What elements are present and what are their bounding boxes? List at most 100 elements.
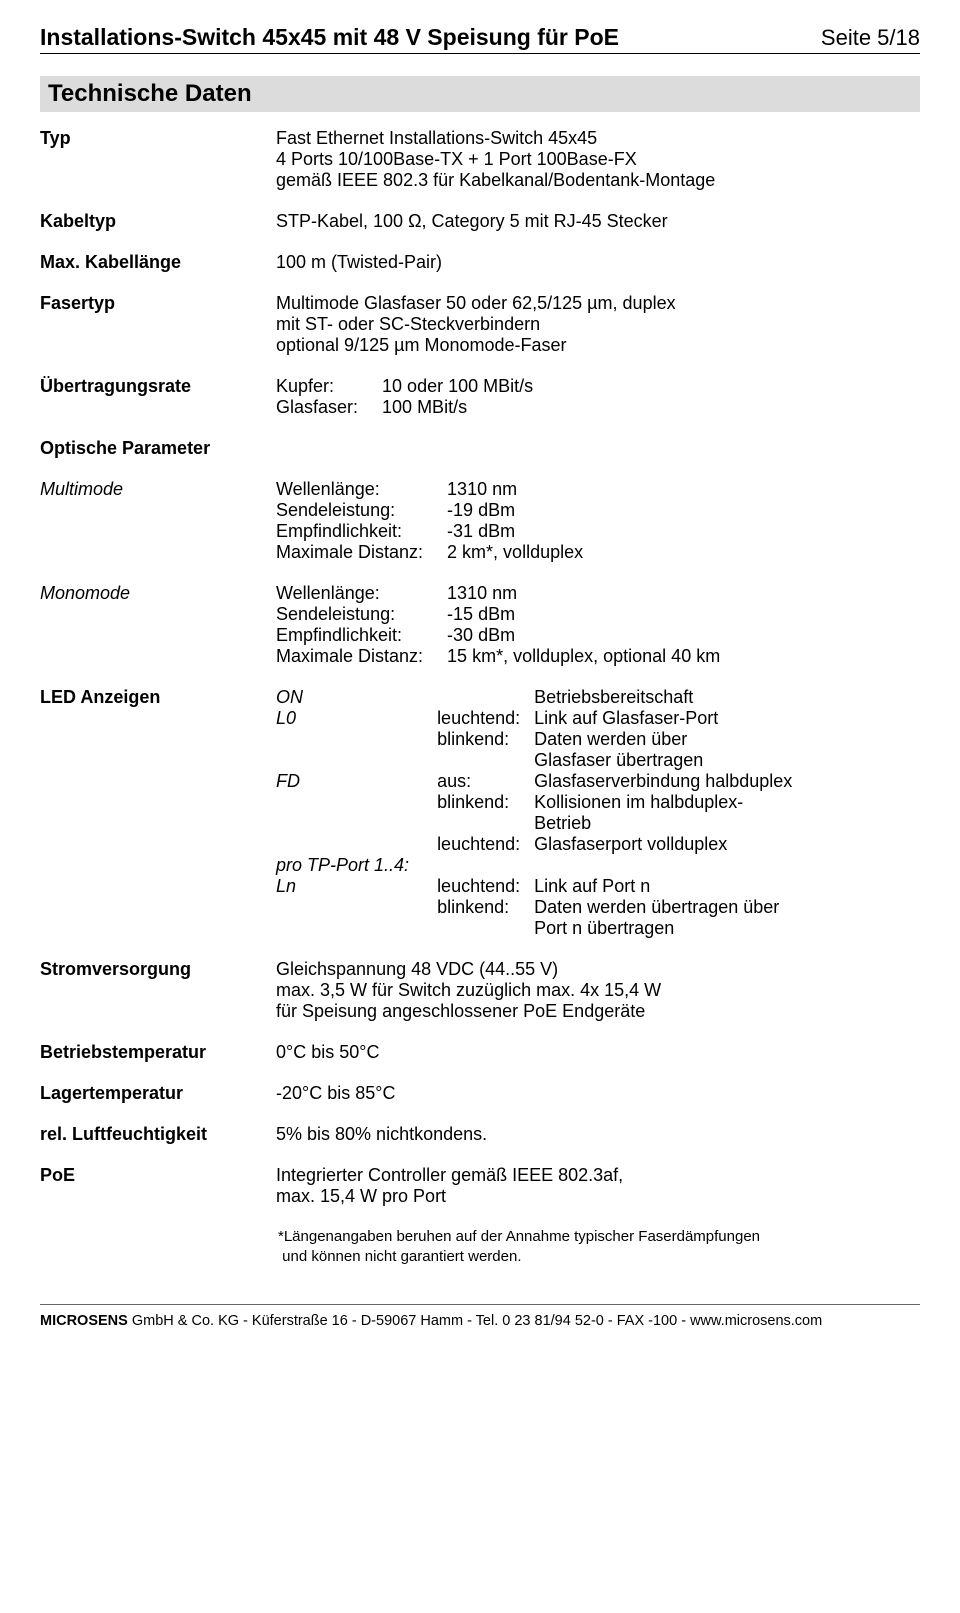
rate-v1: 10 oder 100 MBit/s bbox=[382, 376, 533, 397]
led-l0-state2: blinkend: bbox=[437, 729, 534, 771]
page-footer: MICROSENS GmbH & Co. KG - Küferstraße 16… bbox=[0, 1305, 960, 1349]
value-multimode: Wellenlänge:1310 nm Sendeleistung:-19 dB… bbox=[276, 479, 920, 563]
mo-k3: Empfindlichkeit: bbox=[276, 625, 447, 646]
row-optemp: Betriebstemperatur 0°C bis 50°C bbox=[40, 1042, 920, 1063]
led-fd-state3: leuchtend: bbox=[437, 834, 534, 855]
rate-v2: 100 MBit/s bbox=[382, 397, 533, 418]
fasertyp-line1: Multimode Glasfaser 50 oder 62,5/125 µm,… bbox=[276, 293, 676, 313]
fasertyp-line3: optional 9/125 µm Monomode-Faser bbox=[276, 335, 567, 355]
value-fasertyp: Multimode Glasfaser 50 oder 62,5/125 µm,… bbox=[276, 293, 920, 356]
row-fasertyp: Fasertyp Multimode Glasfaser 50 oder 62,… bbox=[40, 293, 920, 356]
row-rate: Übertragungsrate Kupfer:10 oder 100 MBit… bbox=[40, 376, 920, 418]
value-maxkabel: 100 m (Twisted-Pair) bbox=[276, 252, 920, 273]
section-title: Technische Daten bbox=[40, 76, 920, 112]
mo-v2: -15 dBm bbox=[447, 604, 720, 625]
row-humid: rel. Luftfeuchtigkeit 5% bis 80% nichtko… bbox=[40, 1124, 920, 1145]
row-opt-params: Optische Parameter bbox=[40, 438, 920, 459]
typ-line3: gemäß IEEE 802.3 für Kabelkanal/Bodentan… bbox=[276, 170, 715, 190]
row-kabeltyp: Kabeltyp STP-Kabel, 100 Ω, Category 5 mi… bbox=[40, 211, 920, 232]
mo-k4: Maximale Distanz: bbox=[276, 646, 447, 667]
header-title: Installations-Switch 45x45 mit 48 V Spei… bbox=[40, 24, 619, 51]
row-power: Stromversorgung Gleichspannung 48 VDC (4… bbox=[40, 959, 920, 1022]
led-fd-desc2: Kollisionen im halbduplex-Betrieb bbox=[534, 792, 792, 834]
footer-brand: MICROSENS bbox=[40, 1313, 128, 1329]
led-ln-state1: leuchtend: bbox=[437, 876, 534, 897]
mm-v4: 2 km*, vollduplex bbox=[447, 542, 583, 563]
led-fd-state2: blinkend: bbox=[437, 792, 534, 834]
footer-rest: GmbH & Co. KG - Küferstraße 16 - D-59067… bbox=[128, 1313, 822, 1329]
typ-line1: Fast Ethernet Installations-Switch 45x45 bbox=[276, 128, 597, 148]
mm-v3: -31 dBm bbox=[447, 521, 583, 542]
rate-k2: Glasfaser: bbox=[276, 397, 382, 418]
value-monomode: Wellenlänge:1310 nm Sendeleistung:-15 dB… bbox=[276, 583, 920, 667]
label-fasertyp: Fasertyp bbox=[40, 293, 276, 356]
value-optemp: 0°C bis 50°C bbox=[276, 1042, 920, 1063]
row-sttemp: Lagertemperatur -20°C bis 85°C bbox=[40, 1083, 920, 1104]
poe-line1: Integrierter Controller gemäß IEEE 802.3… bbox=[276, 1165, 623, 1185]
mm-k1: Wellenlänge: bbox=[276, 479, 447, 500]
led-l0-state1: leuchtend: bbox=[437, 708, 534, 729]
led-fd-desc3: Glasfaserport vollduplex bbox=[534, 834, 792, 855]
power-line2: max. 3,5 W für Switch zuzüglich max. 4x … bbox=[276, 980, 661, 1000]
led-fd-desc1: Glasfaserverbindung halbduplex bbox=[534, 771, 792, 792]
led-ln: Ln bbox=[276, 876, 437, 897]
led-l0: L0 bbox=[276, 708, 437, 729]
mm-k3: Empfindlichkeit: bbox=[276, 521, 447, 542]
row-multimode: Multimode Wellenlänge:1310 nm Sendeleist… bbox=[40, 479, 920, 563]
value-humid: 5% bis 80% nichtkondens. bbox=[276, 1124, 920, 1145]
value-kabeltyp: STP-Kabel, 100 Ω, Category 5 mit RJ-45 S… bbox=[276, 211, 920, 232]
footnote: *Längenangaben beruhen auf der Annahme t… bbox=[40, 1227, 920, 1268]
value-typ: Fast Ethernet Installations-Switch 45x45… bbox=[276, 128, 920, 191]
value-rate: Kupfer:10 oder 100 MBit/s Glasfaser:100 … bbox=[276, 376, 920, 418]
led-ln-desc1: Link auf Port n bbox=[534, 876, 792, 897]
led-l0-desc1: Link auf Glasfaser-Port bbox=[534, 708, 792, 729]
label-multimode: Multimode bbox=[40, 479, 276, 563]
fasertyp-line2: mit ST- oder SC-Steckverbindern bbox=[276, 314, 540, 334]
power-line1: Gleichspannung 48 VDC (44..55 V) bbox=[276, 959, 558, 979]
label-monomode: Monomode bbox=[40, 583, 276, 667]
label-kabeltyp: Kabeltyp bbox=[40, 211, 276, 232]
row-poe: PoE Integrierter Controller gemäß IEEE 8… bbox=[40, 1165, 920, 1207]
mm-k2: Sendeleistung: bbox=[276, 500, 447, 521]
label-led: LED Anzeigen bbox=[40, 687, 276, 939]
label-typ: Typ bbox=[40, 128, 276, 191]
row-typ: Typ Fast Ethernet Installations-Switch 4… bbox=[40, 128, 920, 191]
mo-v4: 15 km*, vollduplex, optional 40 km bbox=[447, 646, 720, 667]
led-l0-desc2: Daten werden überGlasfaser übertragen bbox=[534, 729, 792, 771]
mm-k4: Maximale Distanz: bbox=[276, 542, 447, 563]
label-rate: Übertragungsrate bbox=[40, 376, 276, 418]
label-optemp: Betriebstemperatur bbox=[40, 1042, 276, 1063]
label-poe: PoE bbox=[40, 1165, 276, 1207]
row-led: LED Anzeigen ON Betriebsbereitschaft L0 … bbox=[40, 687, 920, 939]
footnote-line2: und können nicht garantiert werden. bbox=[278, 1248, 522, 1265]
led-fd-state1: aus: bbox=[437, 771, 534, 792]
header-page-number: Seite 5/18 bbox=[821, 25, 920, 51]
typ-line2: 4 Ports 10/100Base-TX + 1 Port 100Base-F… bbox=[276, 149, 637, 169]
value-sttemp: -20°C bis 85°C bbox=[276, 1083, 920, 1104]
power-line3: für Speisung angeschlossener PoE Endgerä… bbox=[276, 1001, 645, 1021]
label-opt-params: Optische Parameter bbox=[40, 438, 276, 459]
led-fd: FD bbox=[276, 771, 437, 792]
label-maxkabel: Max. Kabellänge bbox=[40, 252, 276, 273]
page-header: Installations-Switch 45x45 mit 48 V Spei… bbox=[40, 24, 920, 54]
mo-k1: Wellenlänge: bbox=[276, 583, 447, 604]
led-per-port: pro TP-Port 1..4: bbox=[276, 855, 437, 876]
led-on: ON bbox=[276, 687, 437, 708]
poe-line2: max. 15,4 W pro Port bbox=[276, 1186, 446, 1206]
mo-v1: 1310 nm bbox=[447, 583, 720, 604]
row-monomode: Monomode Wellenlänge:1310 nm Sendeleistu… bbox=[40, 583, 920, 667]
footnote-line1: *Längenangaben beruhen auf der Annahme t… bbox=[278, 1228, 760, 1245]
led-ln-desc2: Daten werden übertragen überPort n übert… bbox=[534, 897, 792, 939]
led-on-desc: Betriebsbereitschaft bbox=[534, 687, 792, 708]
label-humid: rel. Luftfeuchtigkeit bbox=[40, 1124, 276, 1145]
value-poe: Integrierter Controller gemäß IEEE 802.3… bbox=[276, 1165, 920, 1207]
label-sttemp: Lagertemperatur bbox=[40, 1083, 276, 1104]
row-maxkabel: Max. Kabellänge 100 m (Twisted-Pair) bbox=[40, 252, 920, 273]
rate-k1: Kupfer: bbox=[276, 376, 382, 397]
mo-k2: Sendeleistung: bbox=[276, 604, 447, 625]
label-power: Stromversorgung bbox=[40, 959, 276, 1022]
mm-v2: -19 dBm bbox=[447, 500, 583, 521]
led-ln-state2: blinkend: bbox=[437, 897, 534, 939]
value-power: Gleichspannung 48 VDC (44..55 V) max. 3,… bbox=[276, 959, 920, 1022]
mm-v1: 1310 nm bbox=[447, 479, 583, 500]
